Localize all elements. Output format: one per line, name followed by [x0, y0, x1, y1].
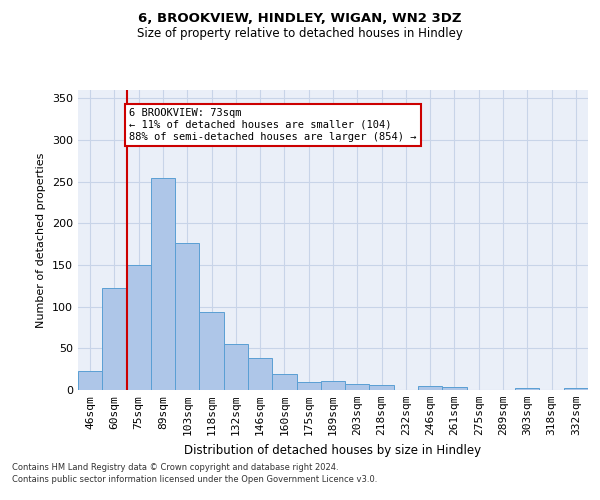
Bar	[564, 388, 588, 390]
Bar	[272, 374, 296, 390]
Bar	[199, 312, 224, 390]
Bar	[515, 388, 539, 390]
Bar	[78, 371, 102, 390]
Text: Size of property relative to detached houses in Hindley: Size of property relative to detached ho…	[137, 28, 463, 40]
Bar	[418, 386, 442, 390]
Text: Contains public sector information licensed under the Open Government Licence v3: Contains public sector information licen…	[12, 475, 377, 484]
Text: 6, BROOKVIEW, HINDLEY, WIGAN, WN2 3DZ: 6, BROOKVIEW, HINDLEY, WIGAN, WN2 3DZ	[138, 12, 462, 26]
Bar	[345, 384, 370, 390]
Bar	[127, 265, 151, 390]
Y-axis label: Number of detached properties: Number of detached properties	[37, 152, 46, 328]
Bar	[248, 358, 272, 390]
Text: Contains HM Land Registry data © Crown copyright and database right 2024.: Contains HM Land Registry data © Crown c…	[12, 464, 338, 472]
Bar	[442, 386, 467, 390]
Bar	[224, 344, 248, 390]
X-axis label: Distribution of detached houses by size in Hindley: Distribution of detached houses by size …	[184, 444, 482, 456]
Bar	[296, 382, 321, 390]
Text: 6 BROOKVIEW: 73sqm
← 11% of detached houses are smaller (104)
88% of semi-detach: 6 BROOKVIEW: 73sqm ← 11% of detached hou…	[129, 108, 416, 142]
Bar	[151, 178, 175, 390]
Bar	[370, 385, 394, 390]
Bar	[102, 288, 127, 390]
Bar	[321, 381, 345, 390]
Bar	[175, 242, 199, 390]
